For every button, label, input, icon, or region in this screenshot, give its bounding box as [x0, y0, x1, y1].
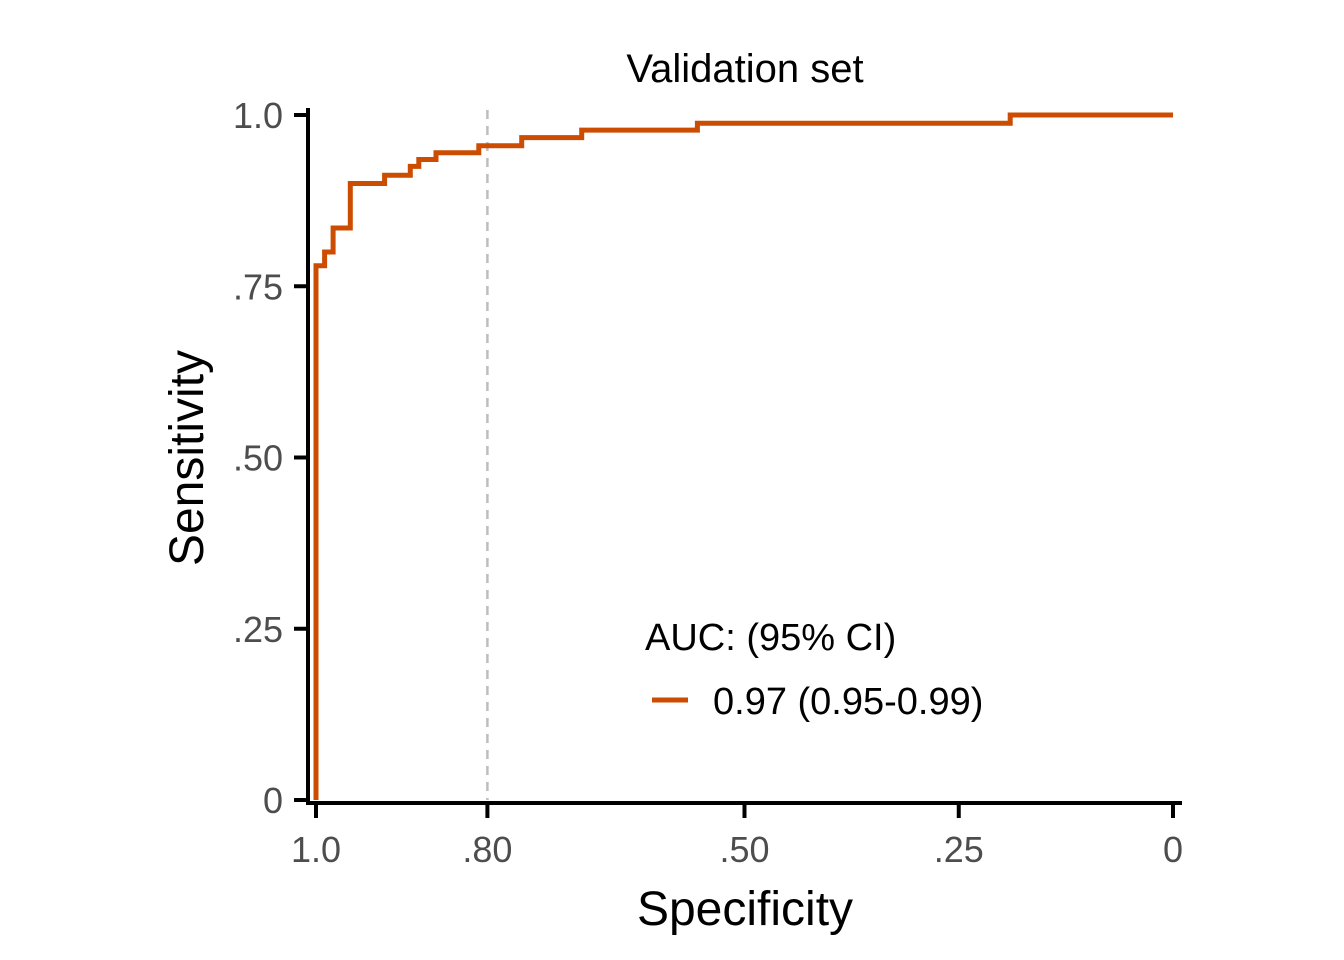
- y-axis-ticks: 0 .25 .50 .75 1.0: [233, 95, 306, 821]
- y-tick-label: .75: [233, 266, 283, 307]
- y-tick-label: .50: [233, 438, 283, 479]
- x-tick-label: .80: [462, 829, 512, 870]
- legend-title: AUC: (95% CI): [645, 617, 896, 659]
- x-tick-label: 0: [1163, 829, 1183, 870]
- y-tick-label: .25: [233, 609, 283, 650]
- legend: AUC: (95% CI) 0.97 (0.95-0.99): [645, 617, 983, 723]
- x-tick-label: .50: [719, 829, 769, 870]
- x-tick-label: 1.0: [291, 829, 341, 870]
- x-axis-ticks: 1.0 .80 .50 .25 0: [291, 805, 1183, 870]
- legend-label: 0.97 (0.95-0.99): [713, 681, 983, 723]
- chart-title: Validation set: [626, 47, 863, 91]
- x-tick-label: .25: [934, 829, 984, 870]
- x-axis-title: Specificity: [637, 883, 853, 936]
- y-tick-label: 1.0: [233, 95, 283, 136]
- y-tick-label: 0: [263, 780, 283, 821]
- y-axis-title: Sensitivity: [161, 350, 214, 566]
- roc-curve-line: [313, 112, 1173, 800]
- series-layer: [313, 112, 1173, 800]
